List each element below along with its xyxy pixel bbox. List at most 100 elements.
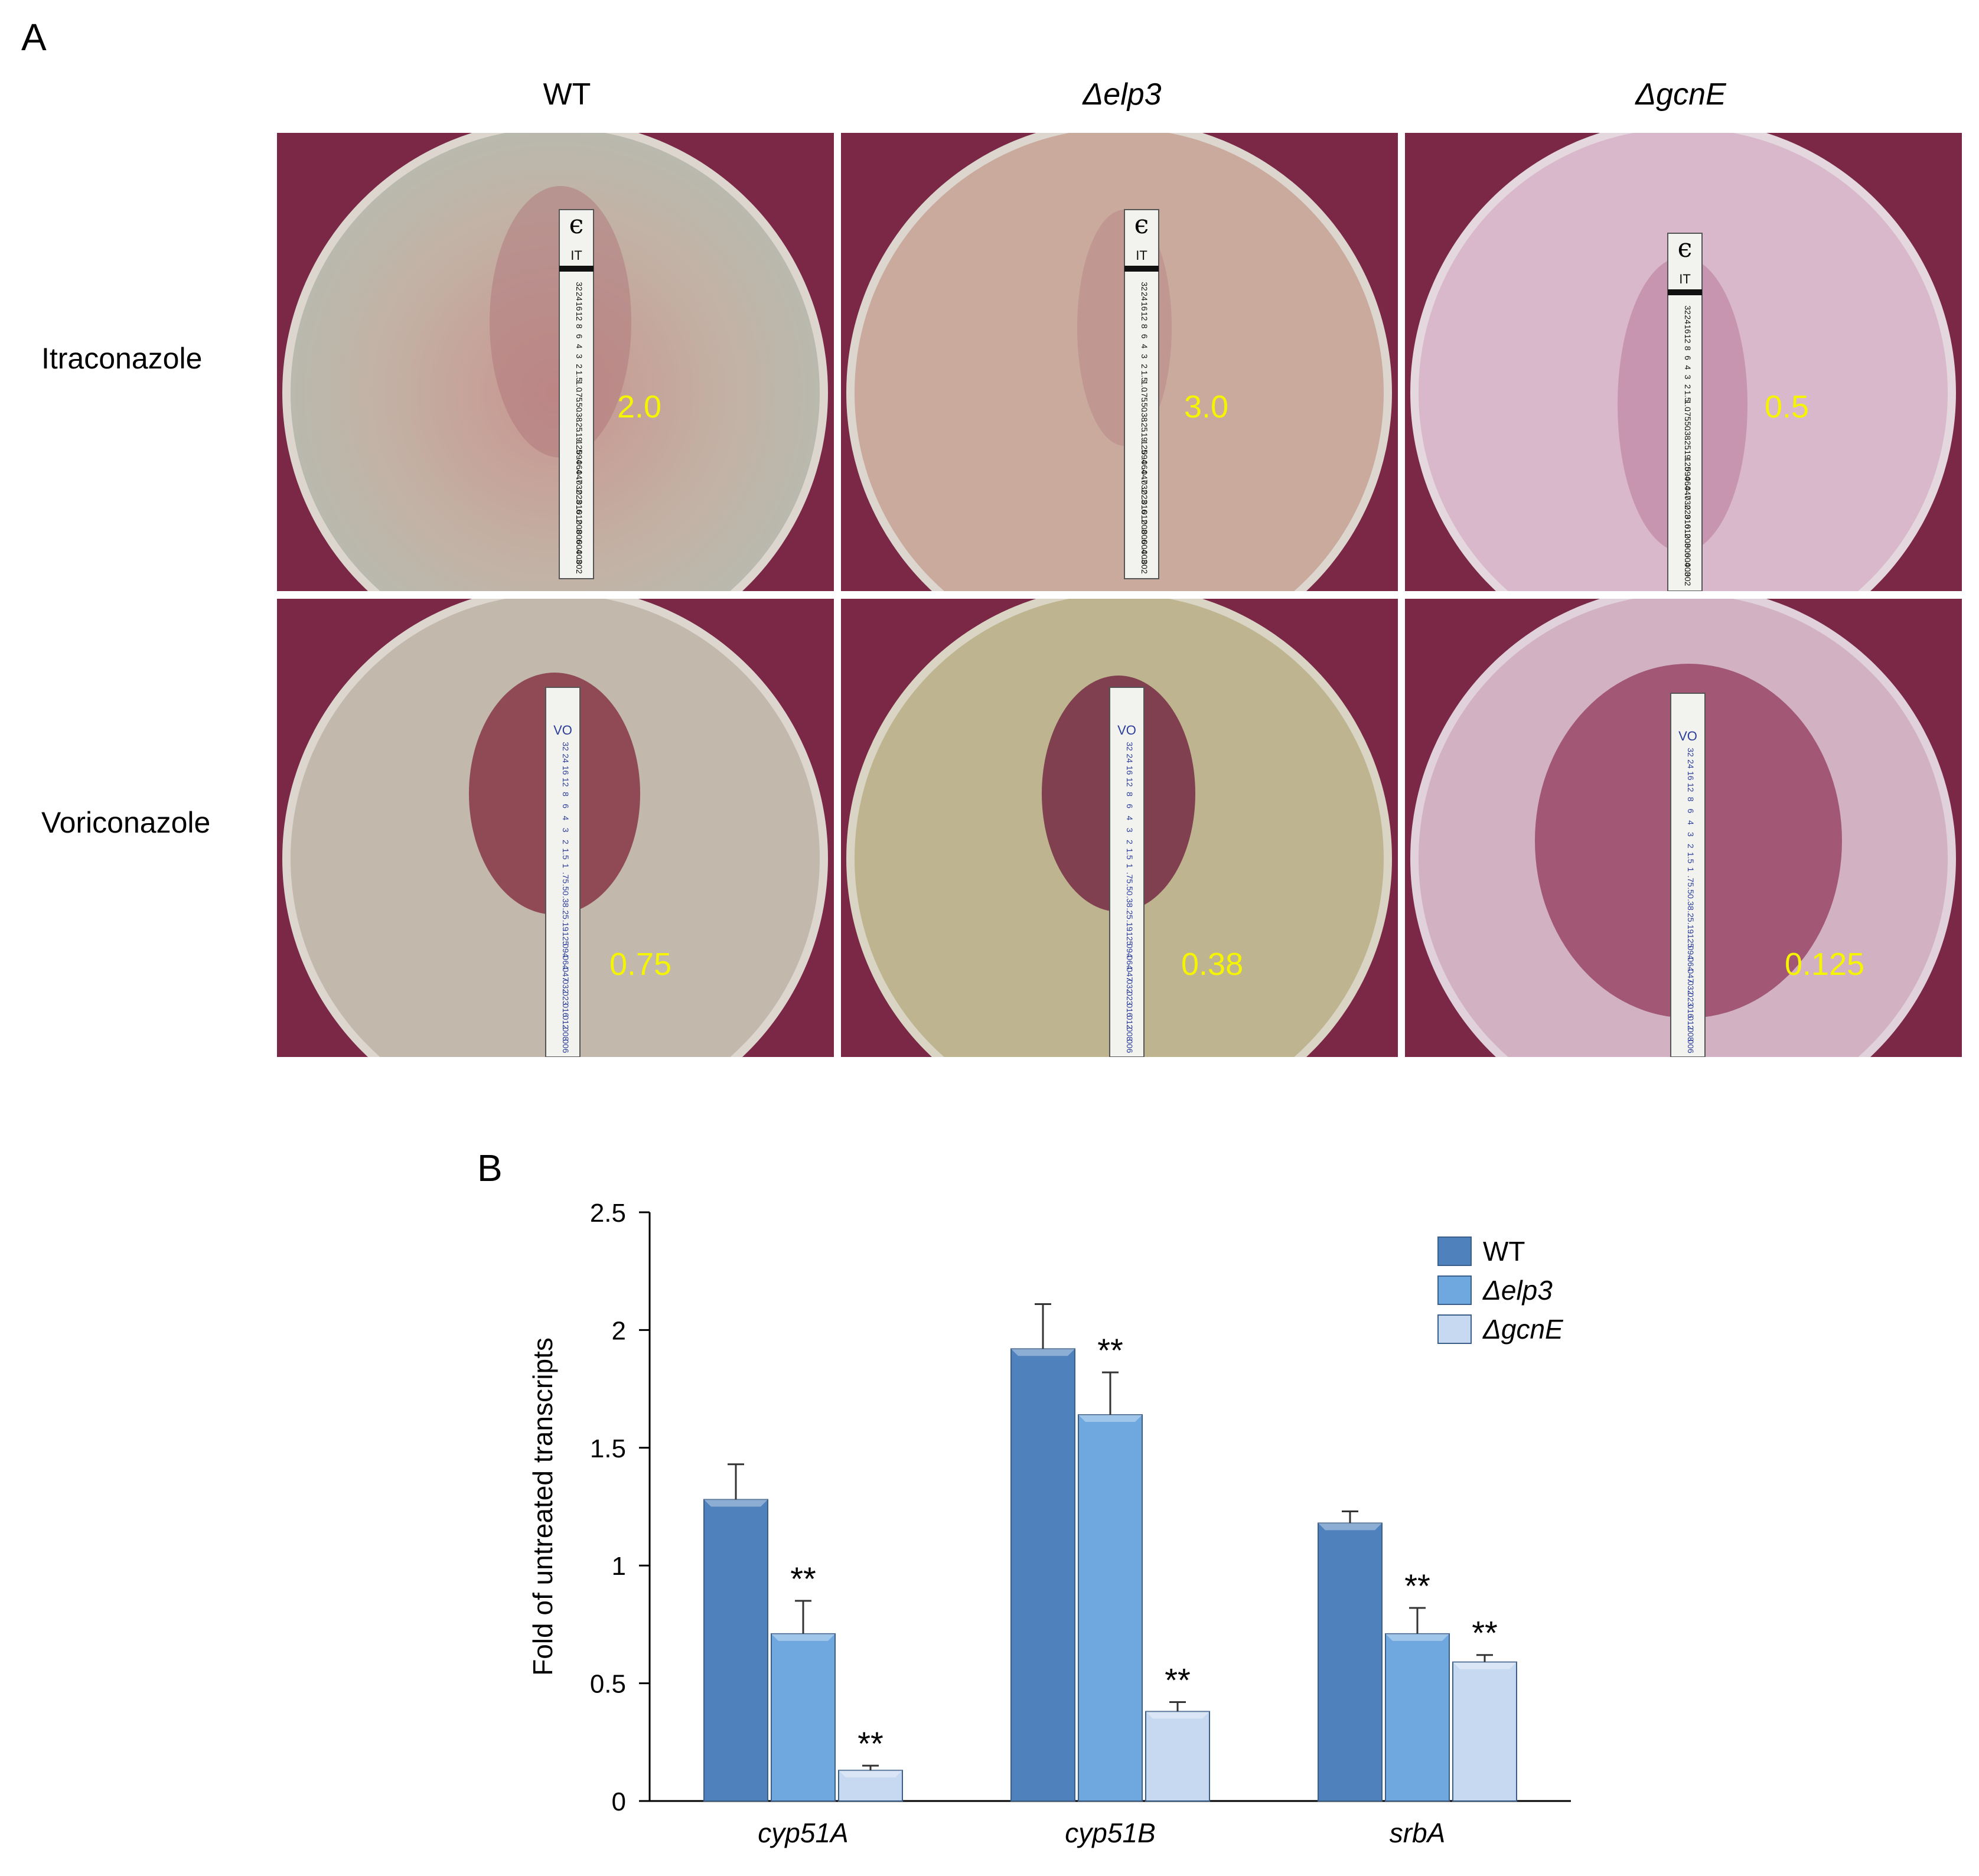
strip-scale-label: .064	[1125, 954, 1134, 970]
plate-itraconazole-gcne: ϵ IT 32 24 16 12 8 6 4 3 2 1.5 1.0.75.50.38.25.19.12…	[1405, 133, 1962, 591]
bar	[1318, 1522, 1383, 1802]
strip-scale-label: .25	[1686, 911, 1696, 922]
strip-scale-label: 2	[1125, 840, 1134, 844]
strip-scale-label: 1.0	[575, 380, 584, 392]
bar	[1145, 1711, 1210, 1802]
strip-scale-label: .003	[575, 548, 584, 564]
strip-scale-label: .008	[1140, 518, 1149, 534]
bar	[838, 1770, 903, 1802]
strip-scale-label: 3	[1125, 828, 1134, 833]
strip-scale-label: .006	[561, 1037, 570, 1053]
strip-scale-label: 12	[561, 778, 570, 787]
strip-scale-label: 6	[1686, 808, 1696, 813]
strip-scale-label: .008	[1686, 1026, 1696, 1042]
plate-image: VO32241612864321.51.75.50.38.25.19.125.0…	[841, 599, 1398, 1057]
strip-scale-label: 24	[1686, 759, 1696, 769]
strip-scale-label: 12	[1125, 778, 1134, 787]
strip-scale-label: 24	[1683, 315, 1693, 324]
x-tick-label: srbA	[1390, 1818, 1446, 1848]
column-header-gcne: ΔgcnE	[1635, 77, 1726, 112]
strip-scale-label: .125	[1686, 932, 1696, 948]
bar-chart: B 0 0.5 1 1.5 2 2.5 Fold of untreated transcrip…	[477, 1147, 1571, 1848]
strip-scale-label: 6	[1125, 804, 1134, 808]
row-label-voriconazole: Voriconazole	[41, 806, 211, 839]
strip-scale-label: .094	[575, 448, 584, 464]
legend-swatch	[1437, 1236, 1472, 1266]
strip-scale-label: .094	[1140, 448, 1149, 464]
bar-bevel	[1385, 1633, 1449, 1641]
strip-scale-label: 3	[1686, 832, 1696, 837]
strip-scale-label: .006	[1683, 541, 1693, 557]
strip-scale-label: .002	[1683, 570, 1693, 586]
bar-bevel	[839, 1770, 902, 1778]
strip-scale-label: .012	[1683, 522, 1693, 538]
strip-scale-label: .003	[1140, 548, 1149, 564]
plate-image: VO32241612864321.51.75.50.38.25.19.125.0…	[1405, 599, 1962, 1057]
strip-scale-label: .047	[1140, 468, 1149, 484]
strip-scale-label: .75	[561, 872, 570, 884]
strip-scale-label: .002	[575, 557, 584, 573]
strip-scale-label: .19	[1683, 448, 1693, 459]
bar-bevel	[1011, 1349, 1075, 1356]
strip-scale-label: .016	[1686, 1002, 1696, 1018]
strip-scale-label: 32	[1683, 305, 1693, 315]
plate-itraconazole-elp3: ϵ IT 32 24 16 12 8 6 4 3 2 1.5 1.0.75.50.38.25.19.12…	[841, 133, 1398, 591]
strip-scale-label: .38	[575, 410, 584, 422]
legend-label: Δelp3	[1482, 1275, 1553, 1306]
strip-scale-label: .19	[1140, 430, 1149, 442]
strip-scale-label: .012	[561, 1013, 570, 1029]
strip-scale-label: 1.5	[575, 370, 584, 382]
bar-bevel	[1318, 1523, 1382, 1531]
strip-scale-label: 16	[1125, 766, 1134, 775]
plate-image: ϵIT32241612864321.51.0.75.50.38.25.19.12…	[277, 133, 834, 591]
plate-itraconazole-wt: ϵ IT 32 24 16 12 8 6 4 3 2 1.5 1.0.75.50.38.25.19.12…	[277, 133, 834, 591]
strip-scale-label: .047	[561, 965, 570, 981]
bar	[703, 1499, 768, 1802]
strip-scale-label: .25	[575, 420, 584, 432]
strip-scale-label: .38	[1683, 429, 1693, 441]
strip-scale-label: 3	[575, 354, 584, 358]
strip-scale-label: .75	[1140, 390, 1149, 402]
strip-scale-label: 3	[1140, 354, 1149, 358]
strip-scale-label: 1	[1686, 867, 1696, 872]
strip-scale-label: .50	[1683, 419, 1693, 431]
y-tick-label: 0.5	[590, 1670, 626, 1699]
bar-bevel	[1453, 1662, 1517, 1669]
bar-bevel	[771, 1633, 835, 1641]
strip-scale-label: 6	[575, 334, 584, 339]
strip-scale-label: 1.5	[1140, 370, 1149, 382]
strip-scale-label: 16	[1683, 325, 1693, 334]
strip-scale-label: .75	[575, 390, 584, 402]
strip-scale-label: .032	[1125, 977, 1134, 993]
plate-image: ϵIT32241612864321.51.0.75.50.38.25.19.12…	[841, 133, 1398, 591]
x-tick-label: cyp51A	[758, 1818, 848, 1848]
y-tick-label: 0	[612, 1787, 626, 1816]
strip-scale-label: .008	[575, 518, 584, 534]
strip-code: IT	[1136, 248, 1147, 263]
legend-swatch	[1437, 1314, 1472, 1344]
strip-scale-label: .38	[1686, 899, 1696, 911]
strip-scale-label: 32	[1140, 282, 1149, 291]
strip-scale-label: .003	[1683, 560, 1693, 576]
panel-b-label: B	[477, 1147, 503, 1189]
legend-label: ΔgcnE	[1482, 1314, 1564, 1345]
bar-bevel	[1078, 1414, 1142, 1422]
strip-code: IT	[1679, 272, 1691, 286]
strip-scale-label: 6	[561, 804, 570, 808]
strip-scale-label: .25	[1140, 420, 1149, 432]
strip-scale-label: .25	[1683, 438, 1693, 450]
plate-image: VO32241612864321.51.75.50.38.25.19.125.0…	[277, 599, 834, 1057]
strip-scale-label: .006	[1125, 1037, 1134, 1053]
strip-scale-label: .006	[575, 528, 584, 544]
strip-scale-label: .50	[561, 884, 570, 896]
mic-itraconazole-wt: 2.0	[617, 389, 662, 425]
strip-scale-label: .023	[1125, 989, 1134, 1005]
strip-scale-label: .064	[561, 954, 570, 970]
strip-scale-label: .006	[1686, 1037, 1696, 1053]
strip-scale-label: 24	[1140, 292, 1149, 301]
strip-scale-label: .032	[1683, 494, 1693, 510]
strip-scale-label: .125	[1140, 438, 1149, 454]
strip-scale-label: .125	[575, 438, 584, 454]
strip-scale-label: 32	[1686, 748, 1696, 757]
strip-scale-label: .75	[1686, 876, 1696, 888]
